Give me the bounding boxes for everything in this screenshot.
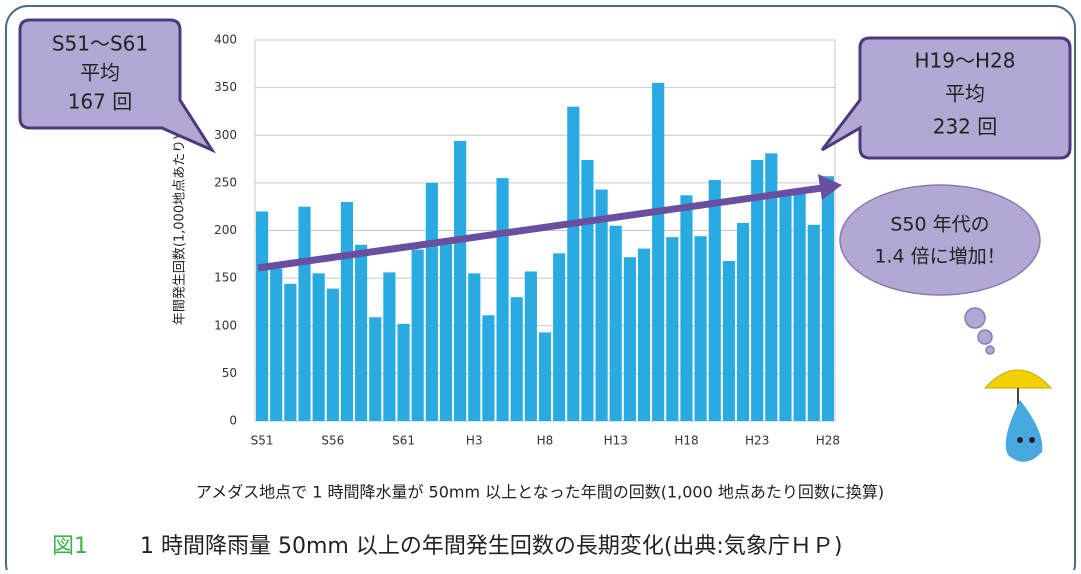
bar xyxy=(623,257,636,421)
bar xyxy=(255,211,269,421)
bar xyxy=(326,288,339,421)
callout-left xyxy=(18,18,216,154)
bar xyxy=(510,297,523,421)
y-tick-label: 350 xyxy=(214,80,237,94)
cloud-text: S50 年代の xyxy=(890,214,989,236)
bar xyxy=(369,317,382,421)
bar xyxy=(524,271,537,421)
callout-text: H19～H28 xyxy=(915,49,1016,73)
bar xyxy=(765,153,778,421)
bar xyxy=(807,224,820,421)
bar xyxy=(666,237,679,421)
bar xyxy=(779,194,792,421)
callout-text: 232 回 xyxy=(933,115,998,139)
arrow-head xyxy=(818,174,842,200)
bar xyxy=(340,201,354,421)
bar xyxy=(298,206,311,421)
bar xyxy=(425,182,438,421)
bar xyxy=(609,225,622,421)
callout-text: 平均 xyxy=(80,61,120,85)
caption: アメダス地点で 1 時間降水量が 50mm 以上となった年間の回数(1,000 … xyxy=(196,483,884,502)
bar xyxy=(694,236,707,421)
plot: 0 50 100 150 200 250 300 350 400 S51 S56 S61 H3 H8 H13… xyxy=(214,33,840,448)
bar xyxy=(581,160,594,421)
bar xyxy=(454,140,467,421)
x-tick-label: H18 xyxy=(674,434,698,448)
bar xyxy=(553,253,566,421)
callout-text: S51～S61 xyxy=(52,32,148,56)
bar xyxy=(751,160,764,421)
bar xyxy=(652,82,665,422)
y-tick-label: 300 xyxy=(214,128,237,142)
bar xyxy=(468,273,481,421)
y-tick-label: 400 xyxy=(214,33,237,47)
figure-title: 1 時間降雨量 50mm 以上の年間発生回数の長期変化(出典:気象庁ＨＰ) xyxy=(140,534,842,559)
bar xyxy=(538,332,552,421)
y-tick-label: 100 xyxy=(214,318,237,332)
bar xyxy=(793,192,806,421)
x-tick-label: H3 xyxy=(466,434,483,448)
callout-text: 167 回 xyxy=(68,90,133,114)
x-tick-label: S56 xyxy=(321,434,344,448)
y-axis-label: 年間発生回数(1,000地点あたり) xyxy=(173,135,188,325)
x-tick-label: H28 xyxy=(816,434,840,448)
x-tick-label: H8 xyxy=(537,434,554,448)
x-tick-label: S51 xyxy=(251,434,274,448)
trend-arrow xyxy=(257,184,823,272)
bar xyxy=(397,323,410,421)
y-tick-label: 150 xyxy=(214,271,237,285)
bar xyxy=(637,248,651,421)
bar xyxy=(821,176,835,421)
callout-right xyxy=(820,36,1072,160)
y-tick-label: 200 xyxy=(214,223,237,237)
y-tick-label: 0 xyxy=(229,414,237,428)
bar xyxy=(708,180,721,421)
cloud xyxy=(839,184,1041,355)
callout-text: 平均 xyxy=(945,82,985,106)
bar xyxy=(383,272,396,421)
x-tick-label: H13 xyxy=(604,434,628,448)
bar xyxy=(680,195,693,421)
figure-number: 図1 xyxy=(52,534,88,559)
bar xyxy=(312,273,325,421)
bar xyxy=(355,244,368,421)
cloud-text: 1.4 倍に増加！ xyxy=(874,246,1005,268)
bar xyxy=(270,268,283,421)
y-tick-label: 50 xyxy=(222,366,237,380)
bar xyxy=(439,240,453,421)
x-tick-label: H23 xyxy=(745,434,769,448)
bar xyxy=(736,222,750,421)
bar xyxy=(411,249,424,421)
y-tick-label: 250 xyxy=(214,175,237,189)
bar xyxy=(496,178,509,421)
x-tick-label: S61 xyxy=(392,434,415,448)
bar xyxy=(567,106,580,422)
bar xyxy=(284,283,297,421)
bar xyxy=(595,189,608,421)
bar xyxy=(722,260,735,421)
mascot xyxy=(983,369,1053,462)
bar xyxy=(482,315,495,421)
